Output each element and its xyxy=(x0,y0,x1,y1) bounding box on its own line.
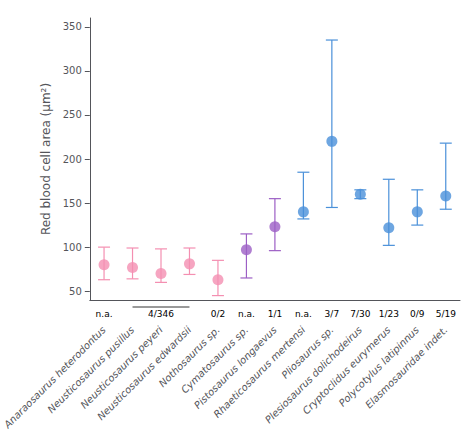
svg-text:Neusticosaurus pusillus: Neusticosaurus pusillus xyxy=(45,324,137,416)
svg-text:Red blood cell area (μm²): Red blood cell area (μm²) xyxy=(39,83,53,235)
svg-text:Neusticosaurus peyeri: Neusticosaurus peyeri xyxy=(78,324,165,411)
svg-text:Anaraosaurus heterodontus: Anaraosaurus heterodontus xyxy=(1,324,108,431)
svg-text:100: 100 xyxy=(63,242,82,253)
svg-text:4/346: 4/346 xyxy=(148,309,174,319)
svg-text:350: 350 xyxy=(63,21,82,32)
svg-text:1/23: 1/23 xyxy=(379,309,399,319)
svg-text:Pistosaurus longaevus: Pistosaurus longaevus xyxy=(192,324,279,411)
svg-text:7/30: 7/30 xyxy=(350,309,370,319)
svg-text:n.a.: n.a. xyxy=(295,309,312,319)
svg-text:Elasmosauridae indet.: Elasmosauridae indet. xyxy=(363,324,449,410)
svg-text:Plesiosaurus dolichodeirus: Plesiosaurus dolichodeirus xyxy=(262,324,365,426)
svg-text:3/7: 3/7 xyxy=(325,309,339,319)
svg-text:300: 300 xyxy=(63,65,82,76)
svg-text:1/1: 1/1 xyxy=(268,309,282,319)
svg-text:150: 150 xyxy=(63,198,82,209)
svg-text:n.a.: n.a. xyxy=(238,309,255,319)
svg-text:200: 200 xyxy=(63,154,82,165)
svg-text:Nothosaurus sp.: Nothosaurus sp. xyxy=(156,324,222,390)
svg-text:0/9: 0/9 xyxy=(410,309,425,319)
svg-text:0/2: 0/2 xyxy=(211,309,225,319)
svg-text:Pliosaurus sp.: Pliosaurus sp. xyxy=(279,324,336,381)
svg-text:n.a.: n.a. xyxy=(96,309,113,319)
svg-text:5/19: 5/19 xyxy=(436,309,456,319)
svg-text:Neusticosaurus edwardsii: Neusticosaurus edwardsii xyxy=(95,324,194,423)
svg-text:Cryptoclidus eurymerus: Cryptoclidus eurymerus xyxy=(300,324,393,417)
svg-text:Polycotylus latipinnus: Polycotylus latipinnus xyxy=(336,324,422,409)
svg-text:Rhaeticosaurus mertensi: Rhaeticosaurus mertensi xyxy=(211,324,308,420)
svg-text:Cymatosaurus sp.: Cymatosaurus sp. xyxy=(179,324,251,396)
svg-text:50: 50 xyxy=(69,286,82,297)
svg-text:250: 250 xyxy=(63,109,82,120)
